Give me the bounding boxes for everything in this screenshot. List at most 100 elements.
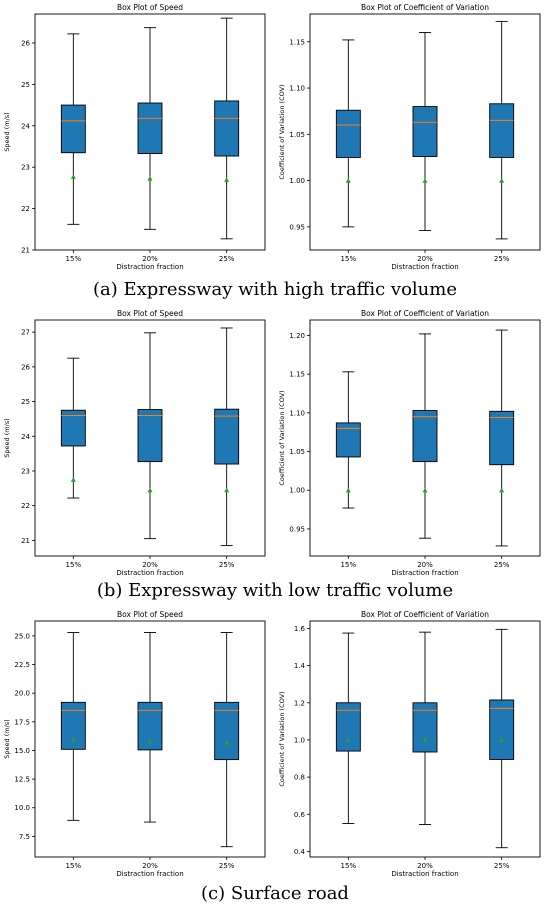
chart-title: Box Plot of Coefficient of Variation bbox=[361, 309, 489, 318]
box-25pct bbox=[489, 329, 515, 547]
x-axis-label: Distraction fraction bbox=[391, 263, 458, 270]
x-tick-label: 15% bbox=[66, 255, 82, 263]
chart-title: Box Plot of Speed bbox=[117, 610, 183, 619]
chart-title: Box Plot of Speed bbox=[117, 309, 183, 318]
box-20pct bbox=[137, 632, 163, 823]
mean-marker bbox=[70, 174, 76, 179]
box-15pct bbox=[335, 39, 361, 228]
box-20pct bbox=[137, 332, 163, 540]
iqr-box bbox=[412, 410, 438, 463]
box-25pct bbox=[214, 17, 240, 240]
y-tick-label: 0.95 bbox=[289, 525, 305, 533]
iqr-box bbox=[412, 106, 438, 157]
iqr-box bbox=[60, 409, 86, 447]
box-25pct bbox=[489, 628, 515, 849]
chart-a-left: Box Plot of Speed 21 22 23 24 25 26 Speed (m/s)… bbox=[3, 3, 266, 270]
y-tick-label: 15.0 bbox=[14, 747, 30, 755]
y-tick-label: 27 bbox=[21, 329, 30, 337]
y-tick-label: 17.5 bbox=[14, 718, 30, 726]
y-tick-label: 20.0 bbox=[14, 690, 30, 698]
chart-title: Box Plot of Coefficient of Variation bbox=[361, 3, 489, 12]
x-tick-label: 20% bbox=[142, 862, 158, 870]
chart-c-right: Box Plot of Coefficient of Variation 0.4 0… bbox=[278, 610, 541, 877]
plot-frame bbox=[34, 319, 266, 557]
y-axis-label: Coefficient of Variation (COV) bbox=[278, 84, 286, 179]
iqr-box bbox=[214, 100, 240, 157]
y-tick-label: 23 bbox=[21, 467, 30, 475]
y-tick-label: 25 bbox=[21, 398, 30, 406]
y-axis-label: Speed (m/s) bbox=[3, 418, 11, 457]
chart-title: Box Plot of Coefficient of Variation bbox=[361, 610, 489, 619]
chart-b-right: Box Plot of Coefficient of Variation 0.95… bbox=[278, 309, 541, 576]
mean-marker bbox=[499, 737, 505, 743]
y-tick-label: 22 bbox=[21, 502, 30, 510]
box-15pct bbox=[335, 632, 361, 825]
y-tick-label: 24 bbox=[21, 433, 30, 441]
iqr-box bbox=[137, 102, 163, 154]
x-axis-label: Distraction fraction bbox=[391, 870, 458, 877]
y-tick-label: 24 bbox=[21, 122, 30, 130]
y-tick-label: 0.4 bbox=[294, 848, 306, 856]
y-tick-label: 1.05 bbox=[289, 131, 305, 139]
box-20pct bbox=[412, 333, 438, 539]
y-tick-label: 1.6 bbox=[294, 625, 306, 633]
caption-c: (c) Surface road bbox=[201, 883, 349, 904]
y-tick-label: 1.20 bbox=[289, 332, 305, 340]
y-tick-label: 1.10 bbox=[289, 409, 305, 417]
mean-marker bbox=[345, 178, 351, 183]
y-tick-label: 1.00 bbox=[289, 177, 305, 185]
x-tick-label: 25% bbox=[494, 255, 510, 263]
iqr-box bbox=[335, 109, 361, 158]
y-tick-label: 23 bbox=[21, 164, 30, 172]
chart-a-right: Box Plot of Coefficient of Variation 0.95… bbox=[278, 3, 541, 270]
box-25pct bbox=[214, 327, 240, 547]
mean-marker bbox=[499, 178, 505, 183]
mean-marker bbox=[147, 738, 153, 744]
x-tick-label: 15% bbox=[66, 862, 82, 870]
x-axis-label: Distraction fraction bbox=[116, 263, 183, 270]
x-tick-label: 25% bbox=[219, 862, 235, 870]
plot-frame bbox=[34, 13, 266, 251]
y-tick-label: 21 bbox=[21, 247, 30, 255]
x-axis-label: Distraction fraction bbox=[116, 870, 183, 877]
y-tick-label: 25 bbox=[21, 81, 30, 89]
box-25pct bbox=[214, 632, 240, 848]
x-tick-label: 25% bbox=[494, 561, 510, 569]
x-tick-label: 25% bbox=[494, 862, 510, 870]
y-axis-label: Speed (m/s) bbox=[3, 112, 11, 151]
mean-marker bbox=[224, 739, 230, 745]
y-tick-label: 22.5 bbox=[14, 661, 30, 669]
iqr-box bbox=[335, 702, 361, 752]
x-tick-label: 20% bbox=[142, 255, 158, 263]
x-tick-label: 20% bbox=[417, 561, 433, 569]
iqr-box bbox=[60, 104, 86, 154]
iqr-box bbox=[489, 699, 515, 760]
y-tick-label: 1.2 bbox=[294, 699, 305, 707]
box-20pct bbox=[137, 27, 163, 230]
iqr-box bbox=[60, 701, 86, 750]
y-tick-label: 22 bbox=[21, 205, 30, 213]
mean-marker bbox=[70, 477, 76, 482]
y-tick-label: 1.05 bbox=[289, 448, 305, 456]
box-15pct bbox=[335, 371, 361, 509]
y-tick-label: 0.8 bbox=[294, 774, 305, 782]
y-tick-label: 12.5 bbox=[14, 776, 30, 784]
box-15pct bbox=[60, 33, 86, 225]
x-tick-label: 15% bbox=[66, 561, 82, 569]
plot-frame bbox=[309, 319, 541, 557]
mean-marker bbox=[422, 487, 428, 493]
y-tick-label: 0.6 bbox=[294, 811, 306, 819]
iqr-box bbox=[137, 409, 163, 463]
y-tick-label: 1.15 bbox=[289, 371, 305, 379]
x-tick-label: 15% bbox=[341, 255, 357, 263]
mean-marker bbox=[224, 177, 230, 182]
mean-marker bbox=[422, 178, 428, 183]
x-tick-label: 20% bbox=[417, 862, 433, 870]
plot-frame bbox=[309, 13, 541, 251]
box-25pct bbox=[489, 20, 515, 240]
iqr-box bbox=[489, 410, 515, 466]
iqr-box bbox=[412, 702, 438, 753]
y-tick-label: 21 bbox=[21, 537, 30, 545]
y-tick-label: 1.4 bbox=[294, 662, 306, 670]
